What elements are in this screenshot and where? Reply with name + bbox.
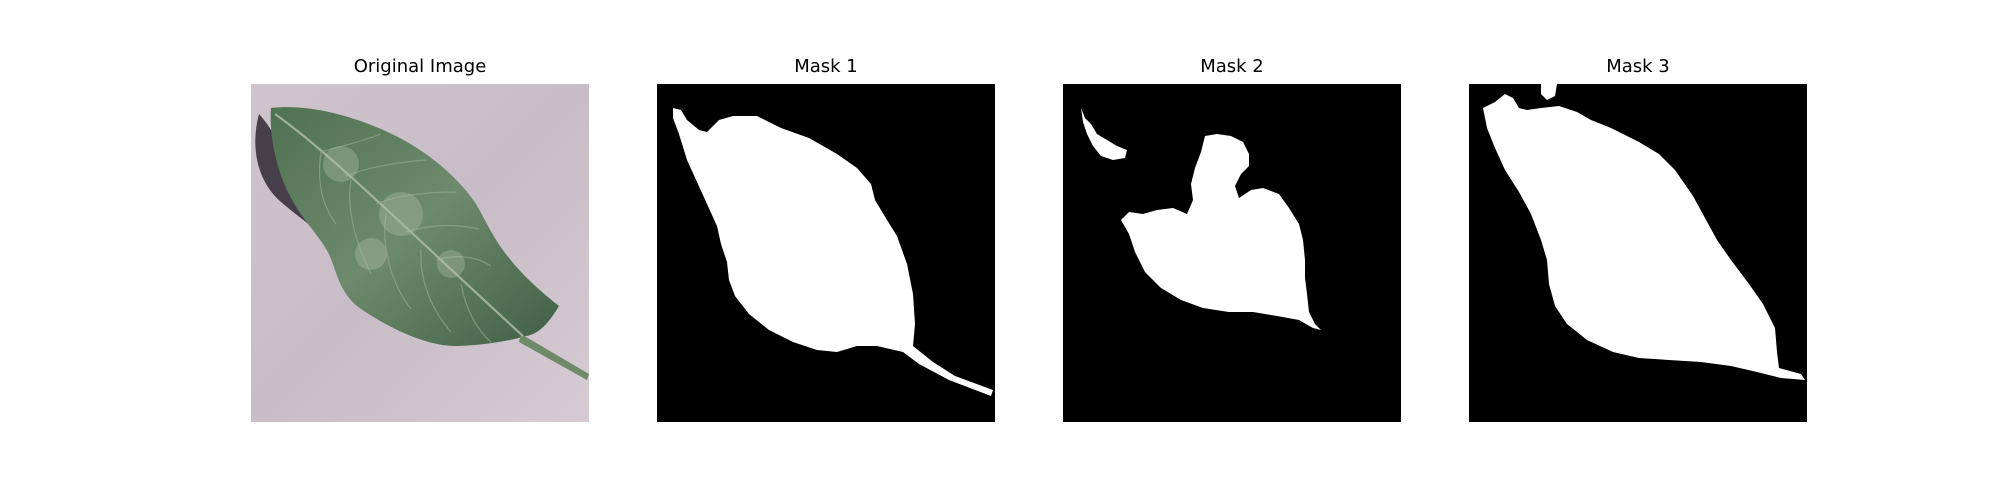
mask-region-small: [1081, 108, 1127, 160]
original-image-panel: [251, 84, 589, 422]
panel-title-mask-2: Mask 2: [1200, 56, 1264, 77]
mask-region-top: [1541, 84, 1557, 100]
mask-1-image: [657, 84, 995, 422]
mask-2-panel: [1063, 84, 1401, 422]
leaf-midrib: [274, 113, 524, 337]
panel-title-mask-3: Mask 3: [1606, 56, 1670, 77]
mask-3-panel: [1469, 84, 1807, 422]
mask-2-image: [1063, 84, 1401, 422]
leaf-stem: [519, 334, 589, 380]
mask-region-main: [1121, 134, 1321, 330]
leaf-veins: [318, 133, 492, 343]
mask-1-panel: [657, 84, 995, 422]
leaf-blade: [270, 107, 559, 346]
panel-title-mask-1: Mask 1: [794, 56, 858, 77]
panel-title-original: Original Image: [353, 56, 487, 77]
leaf-highlights: [323, 146, 465, 278]
mask-region: [673, 108, 993, 396]
mask-region: [1483, 94, 1805, 380]
leaf-photo: [251, 84, 589, 422]
mask-3-image: [1469, 84, 1807, 422]
